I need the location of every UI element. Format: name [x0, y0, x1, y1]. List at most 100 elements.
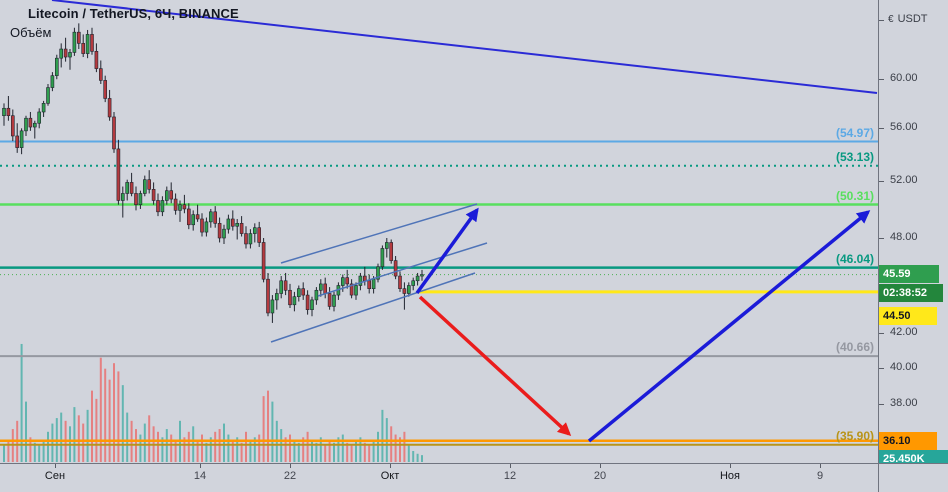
price-tick-dash	[879, 367, 884, 369]
candlestick-series	[2, 23, 424, 323]
unit-label: USDT	[897, 13, 928, 25]
drawing-tools[interactable]	[51, 0, 878, 443]
volume-bar	[7, 440, 10, 462]
candle-body	[226, 218, 231, 230]
candle-body	[107, 98, 112, 118]
volume-bar	[201, 434, 203, 462]
candle-body	[77, 31, 81, 44]
scale-badge-orange-level: 36.10	[879, 432, 937, 450]
candle-body	[345, 277, 350, 285]
price-tick-label: 48.00	[890, 231, 918, 243]
volume-bar	[328, 440, 331, 462]
candle-body	[279, 280, 284, 294]
volume-bar	[187, 431, 190, 462]
time-tick	[600, 464, 601, 468]
price-tick-dash	[879, 333, 884, 335]
candle-body	[121, 193, 125, 201]
candle-body	[288, 289, 292, 306]
volume-bar	[289, 434, 291, 462]
volume-bar	[412, 451, 415, 462]
candle-body	[116, 148, 121, 201]
candle-body	[310, 299, 314, 310]
time-label-22: 22	[283, 470, 297, 482]
candle-body	[59, 48, 64, 59]
candle-body	[270, 299, 275, 314]
arrow-projection-down[interactable]	[418, 295, 572, 436]
candle-body	[28, 117, 33, 128]
volume-bar	[38, 445, 41, 462]
price-tick-dash	[879, 128, 884, 130]
volume-bar	[170, 434, 173, 462]
price-tick-dash	[879, 181, 884, 183]
ascending-channel-line-1[interactable]	[280, 203, 478, 264]
candle-body	[81, 43, 85, 54]
volume-bar	[143, 423, 146, 462]
candle-body	[134, 193, 138, 205]
price-tick-label: 56.00	[890, 121, 918, 134]
candle-body	[305, 294, 310, 310]
level-label-35.9: (35.90)	[835, 428, 874, 443]
arrow-projection-up-long[interactable]	[587, 210, 871, 443]
candle-body	[354, 285, 358, 296]
time-label-14: 14	[193, 470, 207, 482]
candle-body	[85, 34, 90, 54]
candle-body	[332, 294, 336, 307]
volume-bar	[209, 437, 212, 462]
ascending-channel-line-3[interactable]	[270, 272, 476, 343]
candle-body	[222, 228, 226, 239]
time-scale[interactable]: Сен 14 22 Окт 12 20 Ноя 9	[0, 464, 948, 492]
candle-body	[50, 75, 55, 88]
price-axis-separator	[878, 0, 879, 492]
candle-body	[103, 80, 107, 99]
time-axis-separator	[0, 463, 948, 464]
volume-bar	[60, 412, 63, 462]
volume-bar	[324, 445, 327, 462]
volume-bar	[394, 434, 397, 462]
volume-bar	[311, 440, 313, 462]
time-tick	[730, 464, 731, 468]
candle-body	[235, 223, 239, 227]
arrow-projection-up-short[interactable]	[415, 207, 479, 295]
candle-body	[393, 260, 398, 277]
volume-bar	[407, 445, 410, 462]
candle-body	[261, 242, 266, 280]
candle-body	[160, 200, 165, 213]
candle-body	[156, 200, 160, 213]
unit-tick-dash	[879, 20, 884, 21]
volume-bar	[126, 412, 129, 462]
descending-trendline[interactable]	[51, 0, 878, 94]
candle-body	[367, 280, 372, 289]
candle-body	[147, 179, 151, 190]
volume-bar	[319, 437, 322, 462]
volume-bar	[91, 390, 93, 462]
symbol-legend[interactable]: Litecoin / TetherUS, 6Ч, BINANCE	[28, 6, 239, 21]
candle-body	[54, 57, 59, 76]
volume-bar	[51, 423, 54, 462]
candle-body	[213, 211, 217, 224]
volume-bar	[104, 368, 107, 462]
candle-body	[231, 218, 235, 227]
candle-body	[283, 280, 288, 291]
candle-body	[314, 289, 319, 301]
volume-indicator-legend[interactable]: Объём	[10, 25, 52, 40]
candle-body	[296, 288, 301, 297]
time-label-20: 20	[593, 470, 607, 482]
price-tick-dash	[879, 79, 884, 81]
price-scale-unit[interactable]: € USDT	[888, 13, 928, 25]
candle-body	[200, 218, 204, 233]
horizontal-level-lines[interactable]	[0, 140, 878, 446]
candle-body	[37, 111, 42, 124]
volume-bar	[271, 401, 274, 462]
candle-body	[274, 293, 279, 301]
candle-body	[138, 193, 143, 205]
volume-bar	[223, 423, 225, 462]
price-scale[interactable]: € USDT 60.00 56.00 52.00 48.00 42.00 40.00 38.0…	[879, 0, 948, 492]
candle-body	[125, 182, 129, 194]
candle-body	[411, 280, 416, 286]
ascending-channel-line-2[interactable]	[317, 242, 488, 297]
volume-bar	[355, 440, 357, 462]
candle-body	[292, 296, 297, 306]
candle-body	[11, 115, 15, 137]
